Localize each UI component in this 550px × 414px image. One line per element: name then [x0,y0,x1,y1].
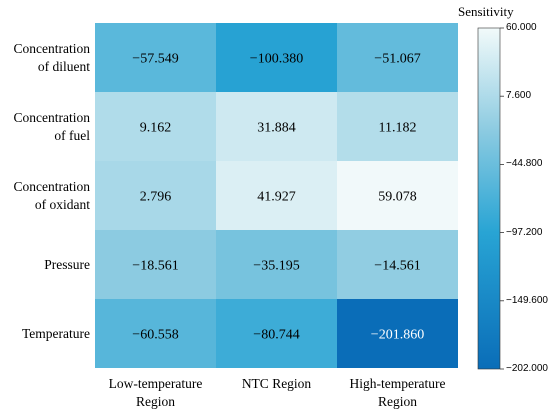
heatmap-cell [95,299,216,368]
colorbar-tick-label: −202.000 [506,363,548,374]
colorbar [477,27,501,370]
column-label-line: Region [378,394,417,409]
row-label-line: Concentration [13,109,90,125]
column-label-line: NTC Region [241,376,312,391]
heatmap-cell [216,92,337,161]
heatmap-cell [95,161,216,230]
heatmap-cell [337,92,458,161]
row-label: Concentration of oxidant [0,178,90,214]
cell-value-label: 31.884 [257,121,296,136]
column-label-line: High-temperature [349,376,446,391]
row-label-line: Temperature [21,325,90,341]
cell-value-label: −18.561 [132,259,178,274]
cell-value-label: −14.561 [374,259,420,274]
column-label-line: Low-temperature [108,376,203,391]
row-label-line: of oxidant [34,196,90,212]
cell-value-label: 59.078 [378,190,417,205]
column-label-line: Region [136,394,175,409]
cell-value-label: −80.744 [253,328,299,343]
heatmap-cell [337,161,458,230]
heatmap-cells [95,23,458,368]
row-label: Concentration of fuel [0,109,90,145]
cell-value-label: 2.796 [140,190,172,205]
colorbar-tick-label: 7.600 [506,90,532,102]
heatmap-cell [216,161,337,230]
colorbar-tick-label: −44.800 [506,158,543,170]
cell-value-label: −100.380 [250,52,303,67]
heatmap-cell [337,230,458,299]
cell-value-label: −35.195 [253,259,299,274]
cell-value-label: −60.558 [132,328,178,343]
heatmap-cell [95,230,216,299]
cell-value-label: 41.927 [257,190,296,205]
row-label-line: of diluent [37,58,90,74]
heatmap-cell [337,23,458,92]
cell-value-label: −51.067 [374,52,420,67]
heatmap-cell [95,23,216,92]
colorbar-ticks [500,27,504,370]
row-label-line: of fuel [54,127,90,143]
row-label-line: Concentration [13,40,90,56]
heatmap-cell [95,92,216,161]
cell-value-label: 9.162 [140,121,172,136]
row-label-line: Pressure [44,256,90,272]
cell-value-label: 11.182 [379,121,417,136]
colorbar-tick-label: −97.200 [506,226,543,238]
cell-value-label: −57.549 [132,52,178,67]
colorbar-tick-label: −149.600 [506,294,548,306]
column-label: Low-temperature Region [91,375,221,411]
heatmap-cell [216,299,337,368]
row-label: Concentration of diluent [0,40,90,76]
cell-value-label: −201.860 [371,328,424,343]
colorbar-title: Sensitivity [458,4,514,19]
heatmap-cell [216,23,337,92]
column-label: NTC Region [212,375,342,393]
column-label: High-temperature Region [333,375,463,411]
row-label: Temperature [0,325,90,343]
heatmap-cell-labels: −57.549 −100.380 −51.067 9.162 31.884 11.182 2… [132,52,424,343]
row-label: Pressure [0,256,90,274]
colorbar-tick-label: 60.000 [506,22,537,33]
heatmap-cell [216,230,337,299]
row-label-line: Concentration [13,178,90,194]
heatmap-cell [337,299,458,368]
